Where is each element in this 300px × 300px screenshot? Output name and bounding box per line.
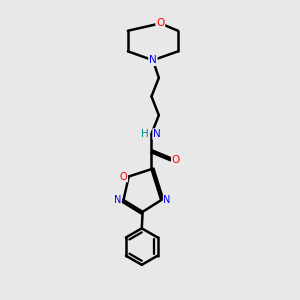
Text: O: O (120, 172, 127, 182)
Text: N: N (149, 55, 157, 65)
Text: N: N (153, 129, 160, 139)
Text: H: H (141, 129, 149, 139)
Text: O: O (156, 18, 164, 28)
Text: N: N (114, 195, 121, 205)
Text: N: N (164, 195, 171, 205)
Text: O: O (172, 155, 180, 165)
